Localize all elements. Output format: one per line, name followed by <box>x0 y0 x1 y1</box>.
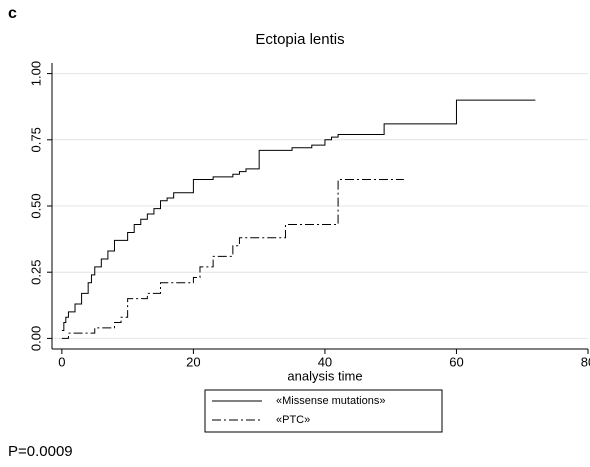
x-tick-label: 40 <box>318 354 332 369</box>
survival-line <box>61 179 404 339</box>
y-tick-label: 1.00 <box>28 61 43 86</box>
p-value: P=0.0009 <box>8 443 73 460</box>
legend-label: «PTC» <box>276 414 310 426</box>
y-tick-label: 0.25 <box>28 260 43 285</box>
y-tick-label: 0.00 <box>28 326 43 351</box>
y-tick-label: 0.75 <box>28 127 43 152</box>
y-tick-label: 0.50 <box>28 193 43 218</box>
legend-box <box>204 389 443 433</box>
x-tick-label: 60 <box>449 354 463 369</box>
x-tick-label: 80 <box>581 354 590 369</box>
survival-line <box>61 99 536 331</box>
legend-label: «Missense mutations» <box>276 395 385 407</box>
x-tick-label: 20 <box>186 354 200 369</box>
x-tick-label: 0 <box>58 354 65 369</box>
panel-label: c <box>8 5 17 22</box>
x-axis-label: analysis time <box>287 368 362 383</box>
chart-title: Ectopia lentis <box>255 31 344 48</box>
